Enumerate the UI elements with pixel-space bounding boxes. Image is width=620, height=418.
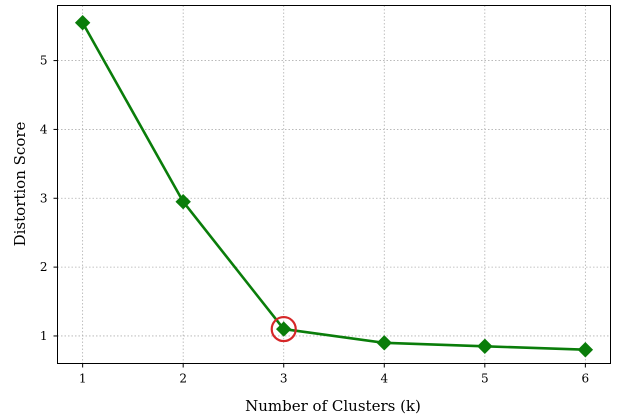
- data-point-marker: [477, 338, 493, 354]
- x-tick-label: 2: [179, 372, 187, 386]
- y-tick-label: 4: [40, 122, 48, 136]
- x-tick-label: 3: [280, 372, 288, 386]
- plot-frame: [57, 5, 611, 364]
- y-tick-label: 5: [40, 54, 48, 68]
- data-point-marker: [577, 342, 594, 358]
- tick-labels: 1 2 3 4 5 6 1 2 3 4 5: [40, 54, 589, 386]
- data-point-marker: [276, 321, 292, 337]
- y-tick-label: 3: [40, 191, 48, 205]
- data-markers: [74, 15, 594, 358]
- axis-ticks: [53, 60, 586, 368]
- data-point-marker: [376, 335, 392, 351]
- y-tick-label: 1: [40, 329, 48, 343]
- elbow-highlight-circle: [270, 315, 297, 343]
- x-axis-label: Number of Clusters (k): [245, 397, 421, 415]
- x-tick-label: 6: [582, 372, 590, 386]
- data-point-marker: [175, 194, 191, 210]
- y-axis-label: Distortion Score: [11, 121, 29, 246]
- y-tick-label: 2: [40, 260, 48, 274]
- x-tick-label: 4: [380, 372, 388, 386]
- x-tick-label: 5: [481, 372, 489, 386]
- x-tick-label: 1: [79, 372, 87, 386]
- distortion-line: [81, 22, 586, 352]
- data-point-marker: [74, 15, 91, 31]
- grid: [57, 5, 611, 364]
